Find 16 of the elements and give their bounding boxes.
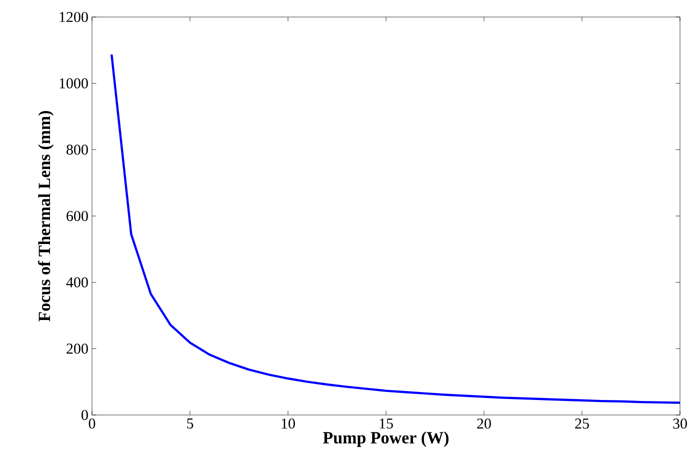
x-tick-label: 5 [187,418,194,428]
x-tick-label: 10 [282,418,295,429]
y-tick-label: 800 [66,144,88,155]
x-tick-label: 15 [380,418,393,429]
y-tick-label: 1000 [60,78,88,88]
x-tick-label: 30 [673,418,687,429]
y-tick-label: 600 [66,210,88,222]
x-tick-label: 0 [88,418,96,429]
y-axis-title: Focus of Thermal Lens (mm) [38,111,54,322]
y-tick-label: 400 [66,277,88,288]
y-tick-label: 1200 [60,12,88,22]
y-tick-label: 0 [82,410,88,420]
x-tick-label: 25 [575,418,589,429]
y-tick-label: 200 [66,344,88,354]
x-axis-title: Pump Power (W) [323,432,448,447]
x-tick-label: 20 [477,418,491,429]
